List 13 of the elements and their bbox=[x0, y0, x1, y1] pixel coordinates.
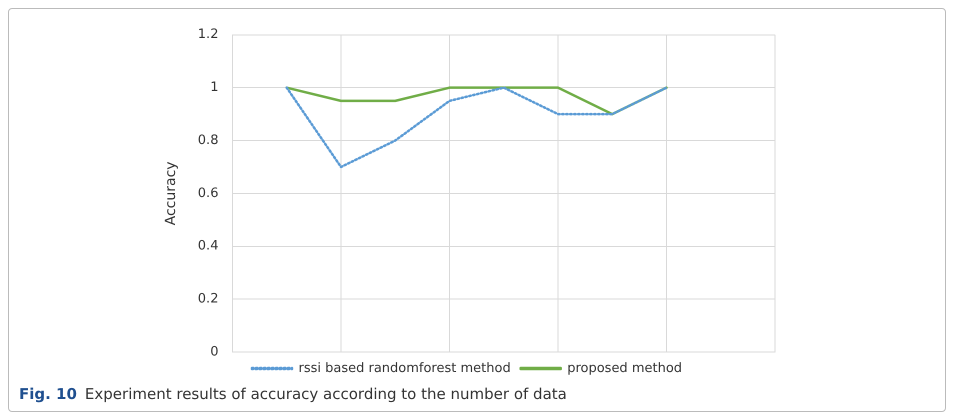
y-tick-label: 0.8 bbox=[198, 132, 218, 148]
y-tick-label: 1 bbox=[210, 80, 218, 96]
y-tick-label: 0.4 bbox=[198, 238, 218, 254]
text: Fig. 10 bbox=[19, 385, 77, 403]
text: Experiment results of accuracy according to the number of data bbox=[84, 385, 567, 403]
legend-label: proposed method bbox=[567, 360, 682, 376]
y-axis-title: Accuracy bbox=[163, 161, 180, 226]
line-series bbox=[285, 86, 668, 168]
y-tick-label: 0.6 bbox=[198, 186, 218, 201]
y-tick-label: 0.2 bbox=[198, 292, 218, 307]
legend-label: rssi based randomforest method bbox=[298, 360, 511, 376]
y-tick-label: 1.2 bbox=[198, 27, 218, 42]
y-tick-label: 0 bbox=[210, 344, 218, 360]
